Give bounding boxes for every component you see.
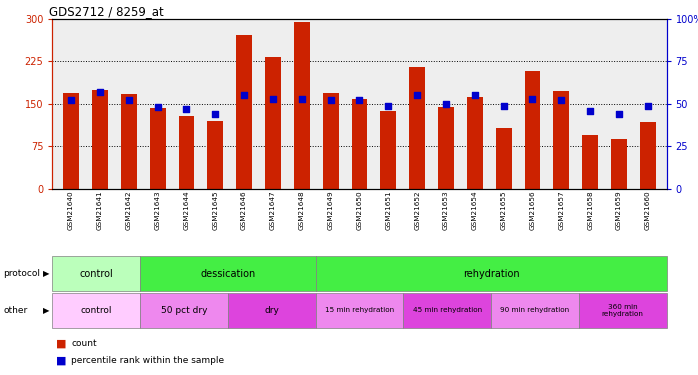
Point bbox=[614, 111, 625, 117]
Point bbox=[642, 103, 653, 109]
Text: 15 min rehydration: 15 min rehydration bbox=[325, 308, 394, 314]
Point bbox=[94, 89, 105, 95]
Bar bbox=[352, 99, 367, 189]
Text: ■: ■ bbox=[56, 356, 66, 366]
Text: 45 min rehydration: 45 min rehydration bbox=[413, 308, 482, 314]
Bar bbox=[322, 93, 339, 189]
Bar bbox=[92, 90, 108, 189]
Bar bbox=[640, 122, 656, 189]
Text: GDS2712 / 8259_at: GDS2712 / 8259_at bbox=[50, 4, 164, 18]
Bar bbox=[265, 57, 281, 189]
Text: percentile rank within the sample: percentile rank within the sample bbox=[71, 356, 224, 365]
Text: rehydration: rehydration bbox=[463, 268, 519, 279]
Text: ■: ■ bbox=[56, 338, 66, 348]
Point bbox=[440, 101, 452, 107]
Text: other: other bbox=[3, 306, 28, 315]
Point bbox=[239, 92, 250, 98]
Text: dessication: dessication bbox=[200, 268, 255, 279]
Bar bbox=[611, 139, 627, 189]
Point bbox=[527, 96, 538, 102]
Text: 90 min rehydration: 90 min rehydration bbox=[500, 308, 570, 314]
Bar bbox=[554, 91, 570, 189]
Bar bbox=[438, 107, 454, 189]
Bar bbox=[207, 121, 223, 189]
Text: ▶: ▶ bbox=[43, 306, 50, 315]
Text: dry: dry bbox=[265, 306, 279, 315]
Point bbox=[383, 103, 394, 109]
Point bbox=[412, 92, 423, 98]
Point bbox=[556, 98, 567, 104]
Bar bbox=[294, 22, 310, 189]
Point bbox=[123, 98, 134, 104]
Text: control: control bbox=[80, 306, 112, 315]
Bar bbox=[149, 108, 165, 189]
Bar bbox=[409, 67, 425, 189]
Bar bbox=[179, 116, 194, 189]
Point bbox=[469, 92, 480, 98]
Point bbox=[585, 108, 596, 114]
Bar bbox=[380, 111, 396, 189]
Text: protocol: protocol bbox=[3, 269, 40, 278]
Bar bbox=[582, 135, 598, 189]
Point bbox=[354, 98, 365, 104]
Bar bbox=[63, 93, 79, 189]
Bar bbox=[467, 97, 483, 189]
Bar bbox=[525, 71, 540, 189]
Point bbox=[152, 104, 163, 110]
Text: 360 min
rehydration: 360 min rehydration bbox=[602, 304, 644, 317]
Point bbox=[296, 96, 307, 102]
Point bbox=[498, 103, 510, 109]
Point bbox=[325, 98, 336, 104]
Bar bbox=[236, 34, 252, 189]
Text: 50 pct dry: 50 pct dry bbox=[161, 306, 207, 315]
Bar bbox=[496, 128, 512, 189]
Point bbox=[267, 96, 279, 102]
Point bbox=[66, 98, 77, 104]
Text: ▶: ▶ bbox=[43, 269, 50, 278]
Bar bbox=[121, 94, 137, 189]
Point bbox=[181, 106, 192, 112]
Point bbox=[209, 111, 221, 117]
Text: count: count bbox=[71, 339, 97, 348]
Text: control: control bbox=[80, 268, 113, 279]
